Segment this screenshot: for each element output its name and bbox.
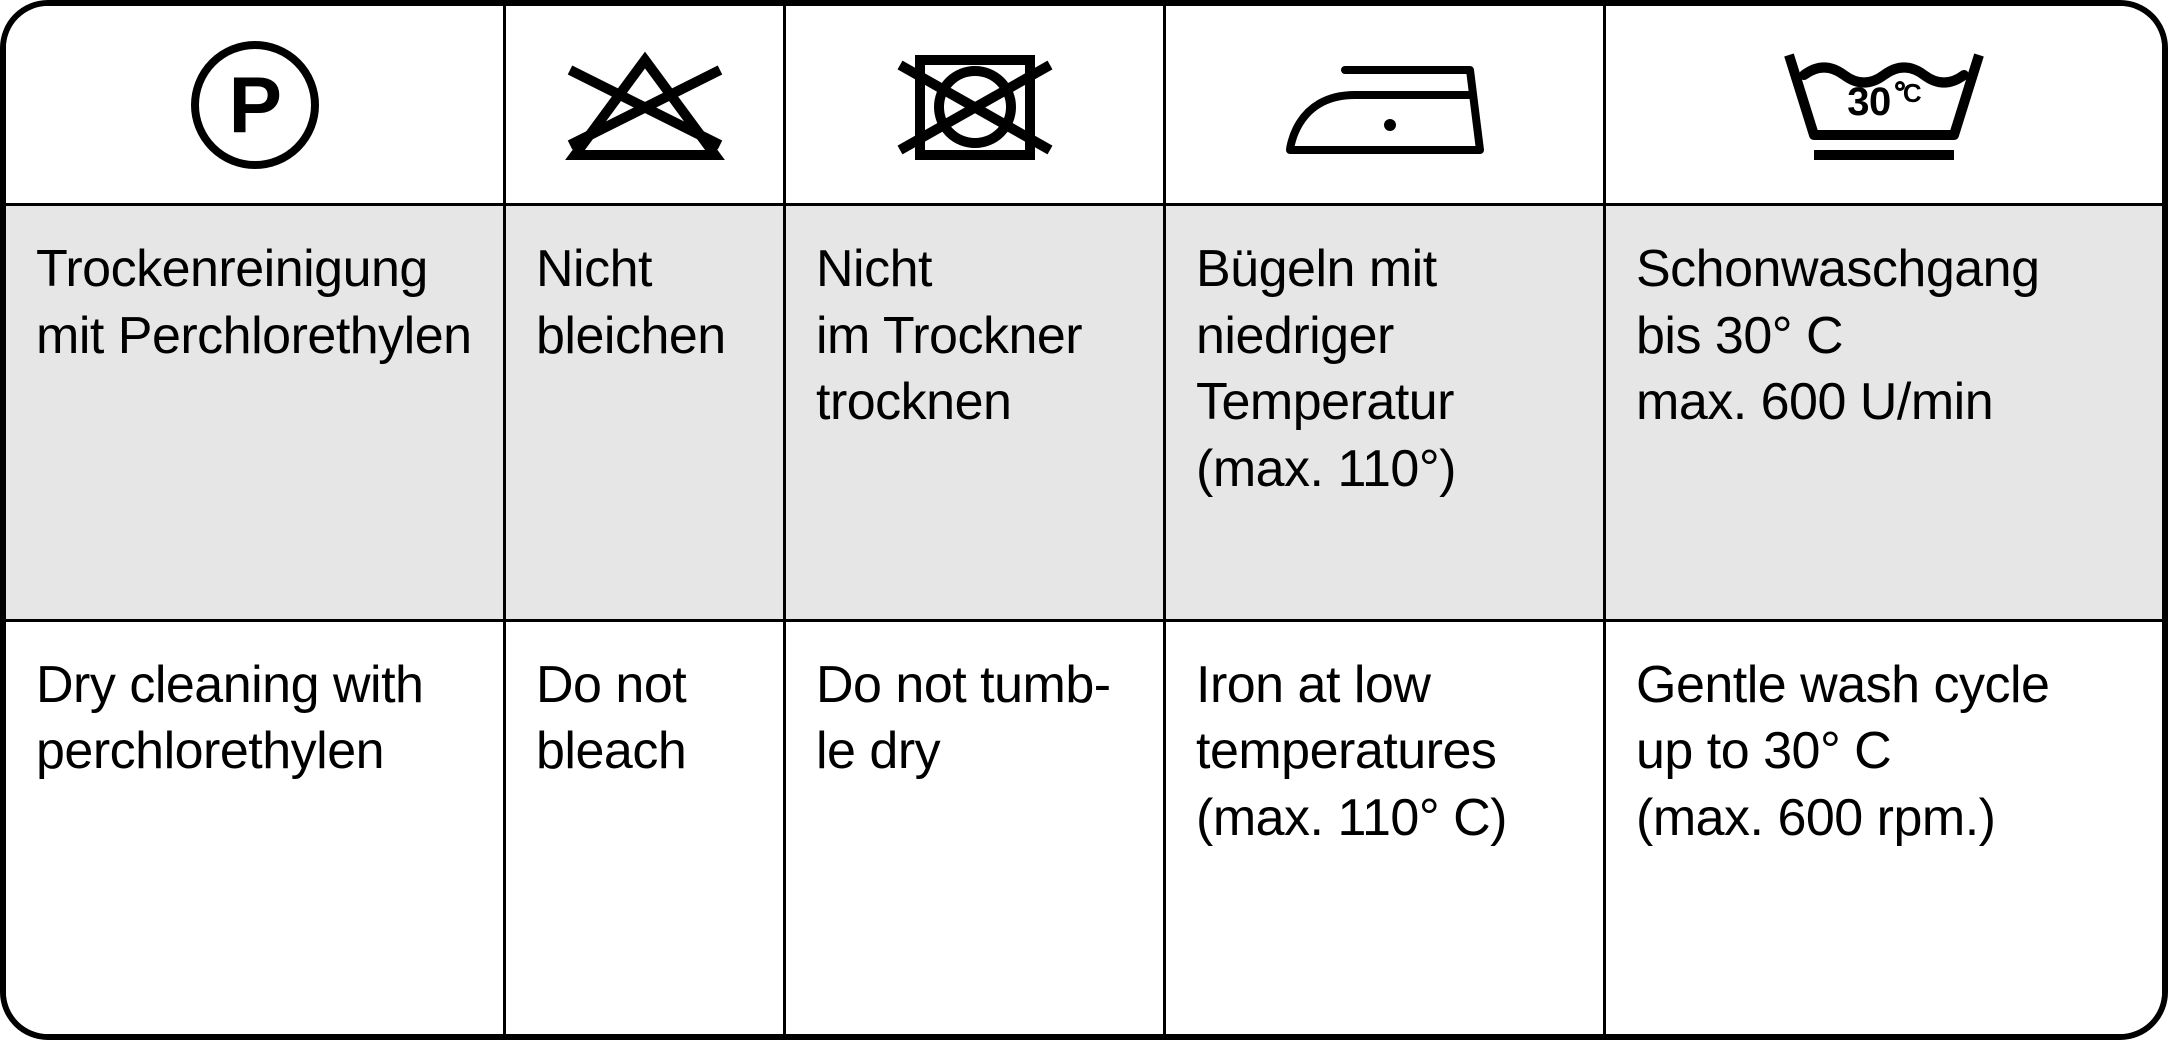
english-cell-4: Iron at low temperatures (max. 110° C) (1166, 622, 1606, 1035)
english-cell-5: Gentle wash cycle up to 30° C (max. 600 … (1606, 622, 2162, 1035)
text: Gentle wash cycle up to 30° C (max. 600 … (1636, 652, 2049, 852)
icon-cell-dry-clean: P (6, 6, 506, 203)
german-row: Trockenreinigung mit Perchlorethylen Nic… (6, 206, 2162, 622)
german-cell-5: Schon­waschgang bis 30° C max. 600 U/min (1606, 206, 2162, 619)
english-cell-1: Dry cleaning with perchlorethylen (6, 622, 506, 1035)
english-cell-3: Do not tumb­le dry (786, 622, 1166, 1035)
icon-cell-no-tumble-dry (786, 6, 1166, 203)
german-cell-2: Nicht bleichen (506, 206, 786, 619)
care-instructions-table: P (0, 0, 2168, 1040)
text: Dry cleaning with perchlorethylen (36, 652, 473, 785)
text: Bügeln mit niedriger Temperatur (max. 11… (1196, 236, 1573, 502)
icon-row: P (6, 6, 2162, 206)
icon-cell-wash-30: 30 C (1606, 6, 2162, 203)
text: Do not bleach (536, 652, 753, 785)
text: Schon­waschgang bis 30° C max. 600 U/min (1636, 236, 2040, 436)
german-cell-1: Trockenreinigung mit Perchlorethylen (6, 206, 506, 619)
svg-text:30: 30 (1847, 80, 1891, 124)
no-bleach-icon (555, 35, 735, 175)
text: Nicht im Trockner trocknen (816, 236, 1133, 436)
icon-cell-no-bleach (506, 6, 786, 203)
wash-30-icon: 30 C (1774, 30, 1994, 180)
svg-text:C: C (1903, 78, 1922, 108)
text: Do not tumb­le dry (816, 652, 1133, 785)
german-cell-3: Nicht im Trockner trocknen (786, 206, 1166, 619)
text: Trockenreinigung mit Perchlorethylen (36, 236, 473, 369)
english-cell-2: Do not bleach (506, 622, 786, 1035)
no-tumble-dry-icon (890, 35, 1060, 175)
svg-text:P: P (228, 60, 281, 149)
iron-low-icon (1275, 35, 1495, 175)
text: Iron at low temperatures (max. 110° C) (1196, 652, 1573, 852)
icon-cell-iron-low (1166, 6, 1606, 203)
english-row: Dry cleaning with perchlorethylen Do not… (6, 622, 2162, 1035)
dry-clean-p-icon: P (185, 35, 325, 175)
german-cell-4: Bügeln mit niedriger Temperatur (max. 11… (1166, 206, 1606, 619)
text: Nicht bleichen (536, 236, 753, 369)
